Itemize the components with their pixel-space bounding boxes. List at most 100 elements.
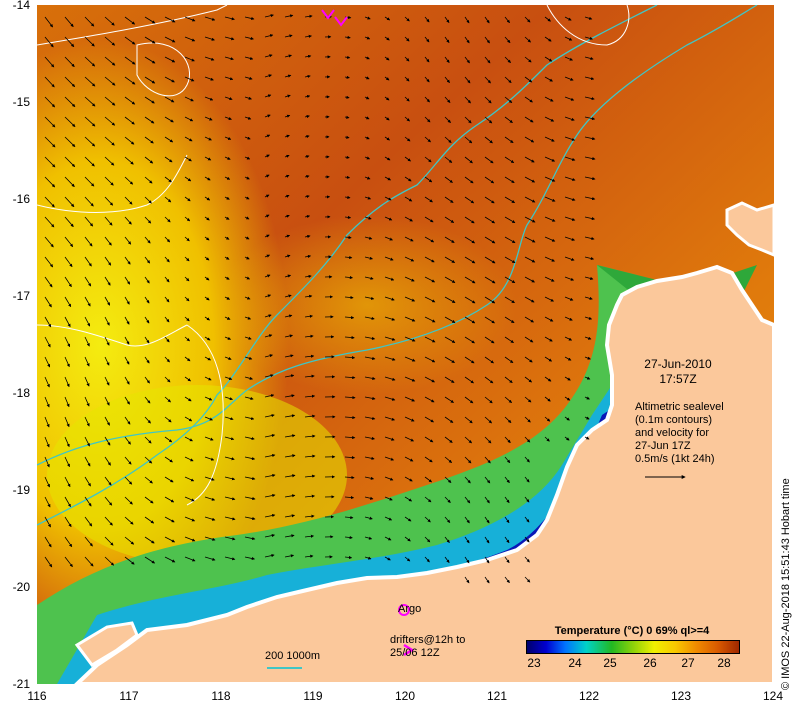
altimetry-line: Altimetric sealevel bbox=[635, 401, 724, 413]
velocity-vector bbox=[384, 336, 396, 341]
land-islands-east bbox=[725, 201, 774, 257]
velocity-vector bbox=[364, 476, 375, 480]
velocity-vector bbox=[284, 234, 291, 238]
velocity-vector bbox=[264, 74, 272, 78]
velocity-vector bbox=[444, 436, 453, 443]
velocity-vector bbox=[544, 416, 551, 422]
velocity-vector bbox=[424, 276, 436, 283]
velocity-vector bbox=[464, 356, 475, 364]
velocity-vector bbox=[184, 156, 192, 162]
sealevel-contour bbox=[37, 324, 188, 347]
velocity-vector bbox=[444, 356, 455, 363]
velocity-vector bbox=[164, 536, 176, 543]
velocity-vector bbox=[364, 96, 370, 100]
velocity-vector bbox=[504, 496, 510, 504]
velocity-vector bbox=[444, 176, 453, 183]
temperature-colorbar: Temperature (°C) 0 69% ql>=4 23 24 25 26… bbox=[526, 625, 740, 670]
y-label-18: -18 bbox=[12, 386, 30, 400]
time-line: 17:57Z bbox=[659, 372, 697, 386]
velocity-vector bbox=[144, 516, 155, 524]
velocity-vector bbox=[504, 136, 514, 144]
velocity-vector bbox=[304, 534, 315, 538]
velocity-vector bbox=[364, 436, 376, 440]
velocity-vector bbox=[284, 14, 294, 18]
velocity-vector bbox=[384, 516, 393, 521]
velocity-vector bbox=[184, 256, 190, 262]
velocity-vector bbox=[504, 96, 513, 104]
velocity-vector bbox=[424, 496, 432, 503]
velocity-vector bbox=[264, 534, 276, 538]
velocity-vector bbox=[64, 456, 70, 468]
velocity-vector bbox=[44, 96, 56, 108]
x-label-120: 120 bbox=[394, 689, 416, 703]
velocity-vector bbox=[404, 496, 413, 502]
velocity-vector bbox=[404, 116, 410, 122]
velocity-vector bbox=[184, 116, 194, 122]
velocity-vector bbox=[524, 56, 532, 63]
velocity-vector bbox=[244, 276, 251, 280]
velocity-vector bbox=[64, 516, 72, 528]
velocity-vector bbox=[104, 416, 110, 426]
velocity-vector bbox=[424, 456, 433, 463]
velocity-vector bbox=[264, 473, 276, 478]
velocity-vector bbox=[484, 516, 490, 524]
velocity-vector bbox=[284, 114, 291, 118]
velocity-vector bbox=[404, 56, 410, 62]
velocity-vector bbox=[384, 496, 393, 501]
velocity-vector bbox=[504, 76, 512, 84]
velocity-vector bbox=[104, 356, 110, 366]
velocity-vector bbox=[344, 515, 354, 520]
velocity-vector bbox=[244, 416, 255, 421]
velocity-vector bbox=[44, 456, 50, 468]
velocity-vector bbox=[144, 536, 155, 544]
velocity-vector bbox=[484, 56, 491, 64]
velocity-vector bbox=[204, 196, 211, 201]
velocity-vector bbox=[584, 96, 595, 101]
velocity-vector bbox=[84, 396, 90, 407]
velocity-vector bbox=[424, 376, 435, 383]
velocity-vector bbox=[204, 336, 211, 341]
velocity-vector bbox=[264, 34, 274, 38]
velocity-vector bbox=[64, 196, 75, 208]
velocity-vector bbox=[484, 576, 490, 584]
velocity-vector bbox=[284, 94, 291, 98]
velocity-vector bbox=[524, 136, 535, 143]
velocity-vector bbox=[584, 296, 593, 300]
velocity-vector bbox=[124, 76, 136, 85]
velocity-vector bbox=[304, 254, 312, 258]
velocity-vector bbox=[404, 276, 415, 282]
velocity-vector bbox=[524, 456, 530, 463]
x-label-118: 118 bbox=[211, 689, 231, 703]
velocity-vector bbox=[444, 276, 456, 283]
bathymetry-legend-label: 200 1000m bbox=[265, 650, 321, 662]
velocity-vector bbox=[244, 536, 256, 541]
velocity-vector bbox=[484, 556, 490, 564]
velocity-vector bbox=[464, 316, 476, 324]
velocity-vector bbox=[504, 376, 513, 384]
velocity-vector bbox=[464, 396, 474, 404]
velocity-vector bbox=[164, 496, 175, 503]
velocity-vector bbox=[304, 34, 312, 38]
velocity-vector bbox=[544, 276, 555, 282]
velocity-vector bbox=[264, 114, 271, 118]
velocity-vector bbox=[424, 156, 432, 163]
velocity-vector bbox=[444, 236, 455, 243]
x-label-123: 123 bbox=[670, 689, 692, 703]
velocity-vector bbox=[204, 276, 210, 281]
y-label-15: -15 bbox=[12, 95, 30, 109]
velocity-vector bbox=[44, 536, 52, 548]
velocity-vector bbox=[84, 456, 91, 467]
velocity-vector bbox=[224, 456, 235, 461]
velocity-vector bbox=[284, 414, 296, 418]
velocity-vector bbox=[304, 74, 311, 79]
velocity-vector bbox=[504, 416, 512, 424]
y-label-21: -21 bbox=[12, 677, 30, 691]
velocity-vector bbox=[564, 196, 576, 201]
sealevel-contour bbox=[37, 154, 188, 213]
velocity-vector bbox=[584, 116, 596, 121]
velocity-vector bbox=[464, 376, 474, 384]
velocity-vector bbox=[564, 96, 575, 101]
velocity-vector bbox=[44, 516, 51, 528]
velocity-vector bbox=[284, 494, 296, 498]
velocity-vector bbox=[44, 116, 56, 128]
